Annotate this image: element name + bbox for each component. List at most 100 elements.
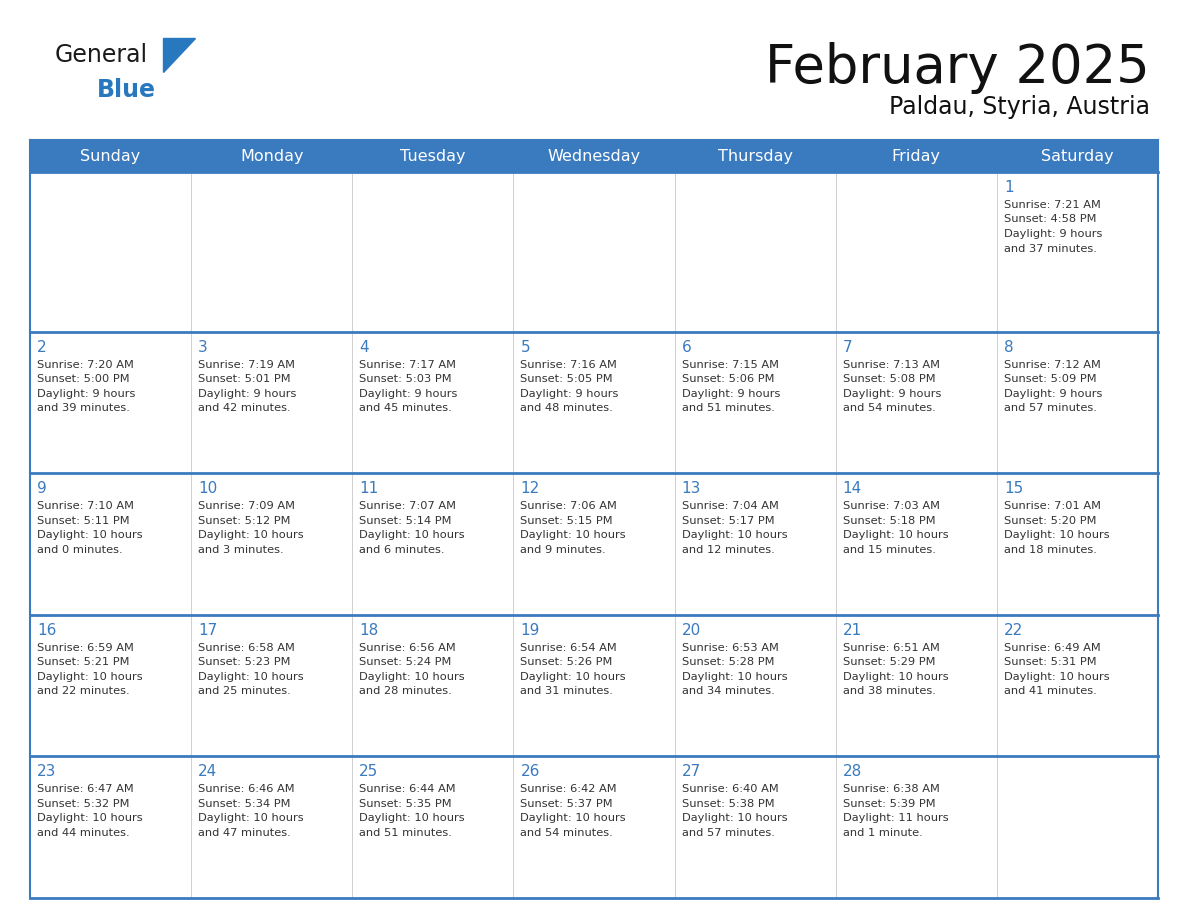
- Text: 7: 7: [842, 340, 852, 354]
- Text: 8: 8: [1004, 340, 1013, 354]
- Text: 14: 14: [842, 481, 862, 497]
- Text: Daylight: 10 hours: Daylight: 10 hours: [198, 531, 304, 541]
- Text: 22: 22: [1004, 622, 1023, 638]
- Text: and 28 minutes.: and 28 minutes.: [359, 687, 453, 697]
- Text: Sunrise: 7:04 AM: Sunrise: 7:04 AM: [682, 501, 778, 511]
- Text: 9: 9: [37, 481, 46, 497]
- Text: and 9 minutes.: and 9 minutes.: [520, 544, 606, 554]
- Text: Sunrise: 6:58 AM: Sunrise: 6:58 AM: [198, 643, 295, 653]
- Bar: [835, 474, 997, 615]
- Text: Daylight: 10 hours: Daylight: 10 hours: [682, 813, 788, 823]
- Text: and 0 minutes.: and 0 minutes.: [37, 544, 122, 554]
- Text: Sunset: 5:17 PM: Sunset: 5:17 PM: [682, 516, 775, 526]
- Bar: [513, 172, 675, 331]
- Text: Paldau, Styria, Austria: Paldau, Styria, Austria: [889, 95, 1150, 119]
- Text: Sunset: 5:37 PM: Sunset: 5:37 PM: [520, 799, 613, 809]
- Text: Daylight: 9 hours: Daylight: 9 hours: [682, 388, 781, 398]
- Bar: [353, 756, 513, 898]
- Text: Daylight: 10 hours: Daylight: 10 hours: [520, 531, 626, 541]
- Text: 27: 27: [682, 765, 701, 779]
- Text: Daylight: 10 hours: Daylight: 10 hours: [198, 672, 304, 682]
- Text: and 34 minutes.: and 34 minutes.: [682, 687, 775, 697]
- Text: Daylight: 10 hours: Daylight: 10 hours: [1004, 672, 1110, 682]
- Text: Daylight: 10 hours: Daylight: 10 hours: [37, 672, 143, 682]
- Text: Sunset: 5:39 PM: Sunset: 5:39 PM: [842, 799, 935, 809]
- Text: Sunrise: 7:09 AM: Sunrise: 7:09 AM: [198, 501, 295, 511]
- Text: 17: 17: [198, 622, 217, 638]
- Text: Sunset: 5:29 PM: Sunset: 5:29 PM: [842, 657, 935, 667]
- Text: 15: 15: [1004, 481, 1023, 497]
- Text: Daylight: 10 hours: Daylight: 10 hours: [198, 813, 304, 823]
- Text: Sunrise: 6:44 AM: Sunrise: 6:44 AM: [359, 784, 456, 794]
- Text: Sunset: 5:01 PM: Sunset: 5:01 PM: [198, 375, 291, 385]
- Bar: [353, 474, 513, 615]
- Text: and 51 minutes.: and 51 minutes.: [359, 828, 453, 838]
- Bar: [191, 615, 353, 756]
- Text: February 2025: February 2025: [765, 42, 1150, 94]
- Text: and 54 minutes.: and 54 minutes.: [842, 403, 935, 413]
- Text: Sunrise: 6:54 AM: Sunrise: 6:54 AM: [520, 643, 618, 653]
- Text: Sunrise: 6:53 AM: Sunrise: 6:53 AM: [682, 643, 778, 653]
- Text: and 54 minutes.: and 54 minutes.: [520, 828, 613, 838]
- Bar: [191, 331, 353, 474]
- Text: Sunrise: 6:47 AM: Sunrise: 6:47 AM: [37, 784, 134, 794]
- Bar: [353, 615, 513, 756]
- Text: Daylight: 10 hours: Daylight: 10 hours: [359, 813, 465, 823]
- Text: Sunrise: 7:21 AM: Sunrise: 7:21 AM: [1004, 200, 1101, 210]
- Text: and 44 minutes.: and 44 minutes.: [37, 828, 129, 838]
- Text: Sunrise: 7:19 AM: Sunrise: 7:19 AM: [198, 360, 295, 370]
- Text: Daylight: 9 hours: Daylight: 9 hours: [37, 388, 135, 398]
- Text: 21: 21: [842, 622, 862, 638]
- Text: Sunrise: 7:03 AM: Sunrise: 7:03 AM: [842, 501, 940, 511]
- Text: Sunset: 5:38 PM: Sunset: 5:38 PM: [682, 799, 775, 809]
- Text: Daylight: 10 hours: Daylight: 10 hours: [842, 531, 948, 541]
- Text: Sunset: 5:28 PM: Sunset: 5:28 PM: [682, 657, 775, 667]
- Text: Sunset: 5:31 PM: Sunset: 5:31 PM: [1004, 657, 1097, 667]
- Text: and 45 minutes.: and 45 minutes.: [359, 403, 453, 413]
- Bar: [997, 756, 1158, 898]
- Text: and 15 minutes.: and 15 minutes.: [842, 544, 936, 554]
- Bar: [835, 331, 997, 474]
- Text: Saturday: Saturday: [1041, 149, 1113, 163]
- Text: Sunset: 5:32 PM: Sunset: 5:32 PM: [37, 799, 129, 809]
- Text: 25: 25: [359, 765, 379, 779]
- Text: 3: 3: [198, 340, 208, 354]
- Text: and 22 minutes.: and 22 minutes.: [37, 687, 129, 697]
- Text: Sunset: 5:00 PM: Sunset: 5:00 PM: [37, 375, 129, 385]
- Text: Sunset: 5:08 PM: Sunset: 5:08 PM: [842, 375, 935, 385]
- Text: Daylight: 9 hours: Daylight: 9 hours: [842, 388, 941, 398]
- Bar: [30, 331, 191, 474]
- Text: Daylight: 11 hours: Daylight: 11 hours: [842, 813, 948, 823]
- Text: Monday: Monday: [240, 149, 303, 163]
- Bar: [675, 172, 835, 331]
- Text: Daylight: 9 hours: Daylight: 9 hours: [1004, 388, 1102, 398]
- Text: Sunrise: 7:15 AM: Sunrise: 7:15 AM: [682, 360, 778, 370]
- Text: Sunrise: 6:38 AM: Sunrise: 6:38 AM: [842, 784, 940, 794]
- Bar: [30, 172, 191, 331]
- Text: 24: 24: [198, 765, 217, 779]
- Text: Thursday: Thursday: [718, 149, 792, 163]
- Text: and 3 minutes.: and 3 minutes.: [198, 544, 284, 554]
- Text: 19: 19: [520, 622, 539, 638]
- Text: and 39 minutes.: and 39 minutes.: [37, 403, 129, 413]
- Text: Sunset: 5:20 PM: Sunset: 5:20 PM: [1004, 516, 1097, 526]
- Text: Sunset: 5:24 PM: Sunset: 5:24 PM: [359, 657, 451, 667]
- Text: Daylight: 10 hours: Daylight: 10 hours: [359, 672, 465, 682]
- Text: 6: 6: [682, 340, 691, 354]
- Bar: [191, 756, 353, 898]
- Text: and 51 minutes.: and 51 minutes.: [682, 403, 775, 413]
- Bar: [997, 474, 1158, 615]
- Text: and 42 minutes.: and 42 minutes.: [198, 403, 291, 413]
- Bar: [675, 331, 835, 474]
- Bar: [835, 172, 997, 331]
- Text: Sunset: 5:18 PM: Sunset: 5:18 PM: [842, 516, 935, 526]
- Bar: [30, 474, 191, 615]
- Text: General: General: [55, 43, 148, 67]
- Text: and 37 minutes.: and 37 minutes.: [1004, 243, 1097, 253]
- Text: and 31 minutes.: and 31 minutes.: [520, 687, 613, 697]
- Text: Daylight: 10 hours: Daylight: 10 hours: [37, 531, 143, 541]
- Polygon shape: [163, 38, 195, 72]
- Bar: [191, 172, 353, 331]
- Text: Daylight: 10 hours: Daylight: 10 hours: [842, 672, 948, 682]
- Text: Sunrise: 7:06 AM: Sunrise: 7:06 AM: [520, 501, 618, 511]
